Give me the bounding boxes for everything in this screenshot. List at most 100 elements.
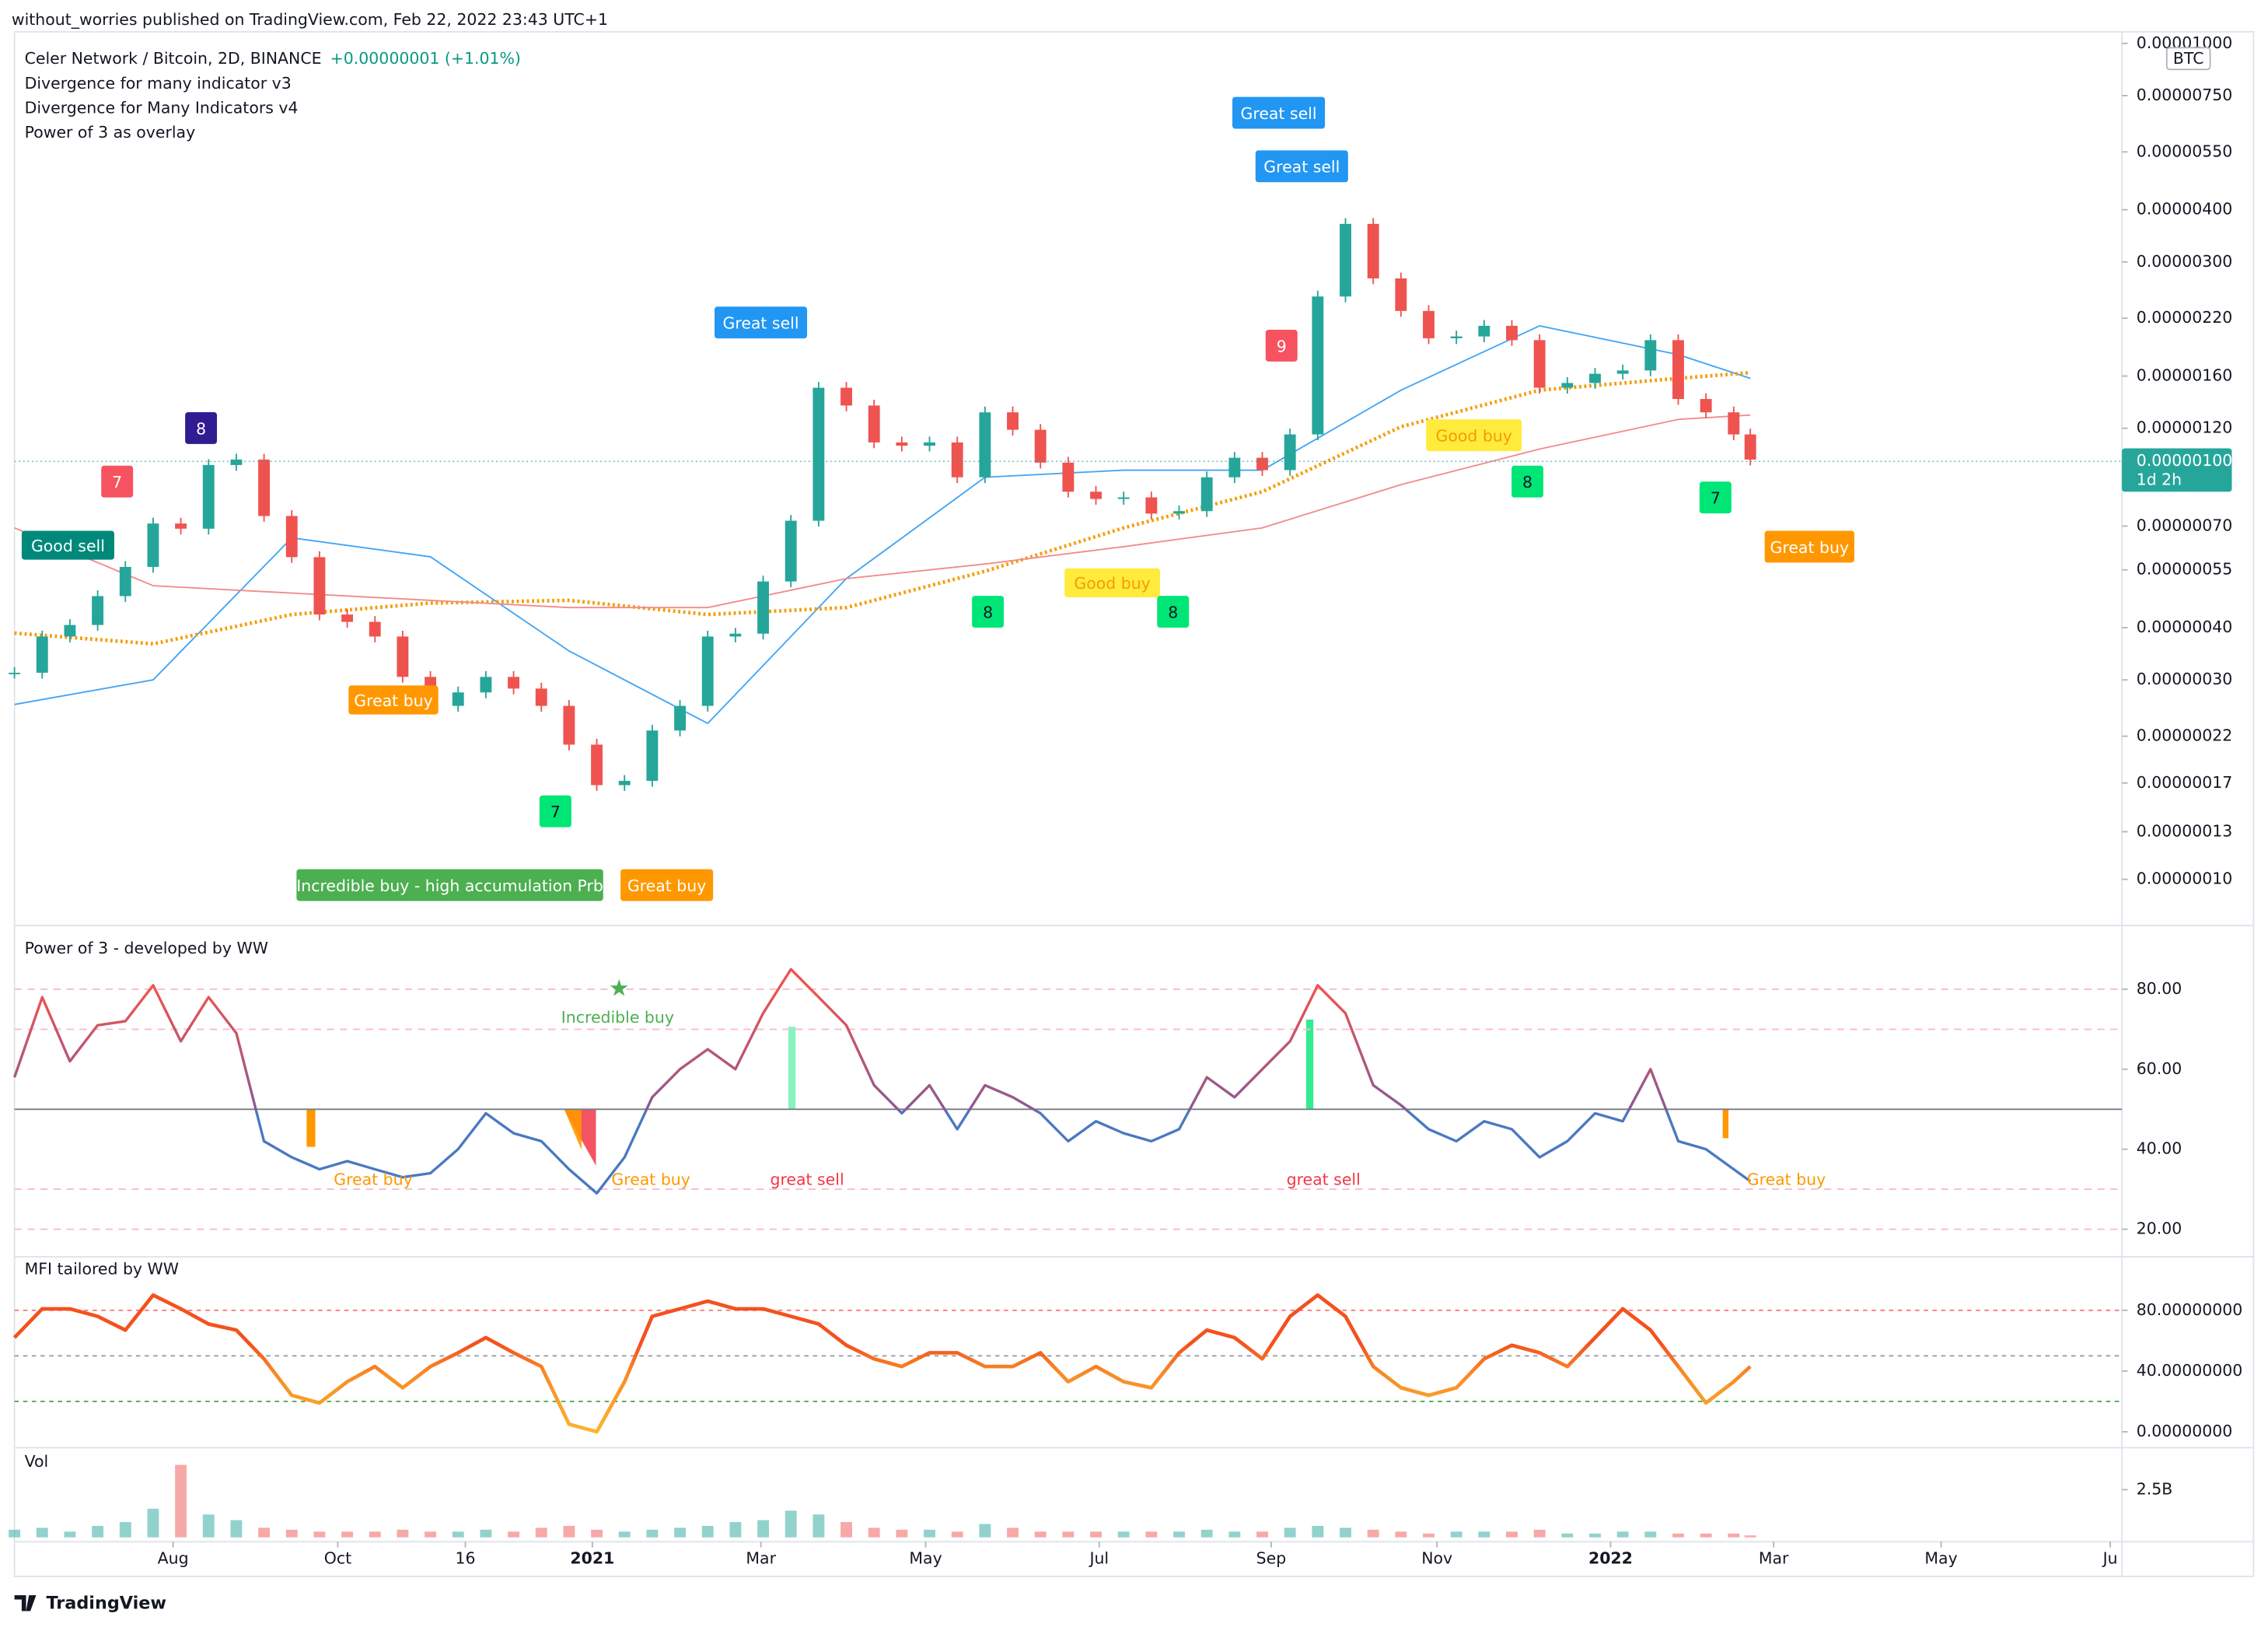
- x-tick-label: Sep: [1256, 1549, 1287, 1568]
- pane-title: Celer Network / Bitcoin, 2D, BINANCE: [25, 49, 322, 68]
- volume-bar: [729, 1522, 742, 1538]
- volume-bar: [1478, 1531, 1490, 1538]
- volume-bar: [1644, 1531, 1657, 1538]
- volume-bar: [147, 1508, 159, 1538]
- y-tick-label: 60.00: [2137, 1059, 2182, 1078]
- volume-bar: [1284, 1527, 1296, 1538]
- volume-bar: [618, 1531, 631, 1538]
- x-tick-label: May: [1924, 1549, 1957, 1568]
- signal-fill: [564, 1109, 582, 1150]
- signal-text: 8: [1168, 603, 1178, 621]
- candle: [951, 442, 963, 478]
- unit-box: [2165, 47, 2211, 71]
- volume-bar: [1256, 1531, 1268, 1538]
- publisher-line: without_worries published on TradingView…: [12, 10, 608, 30]
- y-tick-label: 0.00000010: [2137, 869, 2233, 888]
- volume-bar: [896, 1529, 908, 1538]
- candle: [1561, 383, 1574, 388]
- volume-bar: [1616, 1531, 1629, 1538]
- candle: [1173, 511, 1185, 514]
- x-tick-label: Mar: [746, 1549, 776, 1568]
- candle: [924, 442, 935, 446]
- volume-bar: [313, 1531, 326, 1538]
- y-tick-label: 0.00000550: [2137, 142, 2233, 160]
- volume-bar: [1117, 1531, 1130, 1538]
- volume-bar: [480, 1529, 492, 1538]
- oscillator-line: [12, 1293, 1752, 1434]
- candle: [1367, 223, 1379, 278]
- indicator-name: Divergence for many indicator v3: [25, 74, 292, 93]
- candle: [175, 523, 187, 529]
- candle: [1533, 340, 1546, 388]
- candle: [480, 677, 492, 693]
- y-tick-label: 0.00000040: [2137, 618, 2233, 636]
- candle: [1728, 412, 1740, 435]
- signal-label: [1265, 329, 1298, 362]
- candle: [9, 673, 21, 674]
- volume-bar: [92, 1526, 104, 1538]
- signal-text: Great buy: [627, 876, 706, 895]
- volume-bar: [369, 1531, 381, 1538]
- volume-bar: [1312, 1526, 1324, 1538]
- signal-label: [972, 596, 1005, 628]
- signal-label: [101, 465, 134, 498]
- x-tick-label: Aug: [158, 1549, 189, 1568]
- candle: [1117, 497, 1130, 499]
- volume-bar: [64, 1531, 76, 1538]
- volume-bar: [341, 1531, 354, 1538]
- y-tick-label: 0.00000300: [2137, 252, 2233, 271]
- brand: TradingView: [14, 1594, 166, 1614]
- countdown: 1d 2h: [2137, 470, 2182, 488]
- volume-bar: [119, 1522, 131, 1538]
- pane-title: Vol: [25, 1452, 49, 1471]
- x-tick-label: Oct: [324, 1549, 351, 1568]
- candle: [674, 705, 686, 731]
- volume-bar: [924, 1529, 935, 1538]
- y-tick-label: 0.00000400: [2137, 200, 2233, 219]
- candle: [840, 387, 852, 406]
- candle: [896, 442, 908, 446]
- oscillator-annotation: great sell: [1287, 1170, 1361, 1188]
- candle: [1589, 373, 1601, 383]
- candle: [397, 636, 409, 677]
- volume-bar: [701, 1526, 714, 1538]
- chart-frame: [13, 30, 2255, 1577]
- x-tick-label: May: [909, 1549, 942, 1568]
- candle: [341, 614, 354, 622]
- candle: [757, 581, 769, 634]
- signal-text: 8: [1522, 473, 1532, 492]
- candle: [1228, 457, 1241, 478]
- candle: [1616, 370, 1629, 374]
- x-tick-label: 2022: [1588, 1549, 1633, 1568]
- volume-bar: [1090, 1531, 1102, 1538]
- signal-label: [1699, 481, 1732, 514]
- volume-bar: [1340, 1527, 1351, 1538]
- signal-text: Great sell: [723, 314, 799, 333]
- candle: [591, 744, 603, 786]
- candle: [1395, 278, 1407, 311]
- candle: [701, 636, 714, 706]
- volume-bar: [535, 1527, 547, 1538]
- y-tick-label: 0.00000055: [2137, 560, 2233, 579]
- y-tick-label: 80.00: [2137, 979, 2182, 998]
- signal-text: Good sell: [31, 537, 105, 555]
- volume-bar: [1589, 1533, 1601, 1538]
- volume-bar: [1062, 1531, 1075, 1538]
- y-tick-label: 20.00: [2137, 1219, 2182, 1238]
- y-tick-label: 0.00000030: [2137, 670, 2233, 688]
- signal-text: 7: [1711, 489, 1721, 508]
- signal-label: [1232, 96, 1326, 129]
- volume-bar: [1533, 1529, 1546, 1538]
- volume-bar: [1506, 1531, 1518, 1538]
- signal-fill: [788, 1027, 796, 1110]
- volume-bar: [36, 1527, 48, 1538]
- candle: [979, 412, 991, 478]
- pane-title: MFI tailored by WW: [25, 1260, 179, 1279]
- candle: [1340, 223, 1351, 297]
- y-tick-label: 0.00000220: [2137, 308, 2233, 327]
- signal-text: 7: [112, 473, 122, 492]
- volume-bar: [951, 1531, 963, 1538]
- x-tick-label: Jul: [1088, 1549, 1109, 1568]
- volume-bar: [230, 1520, 243, 1538]
